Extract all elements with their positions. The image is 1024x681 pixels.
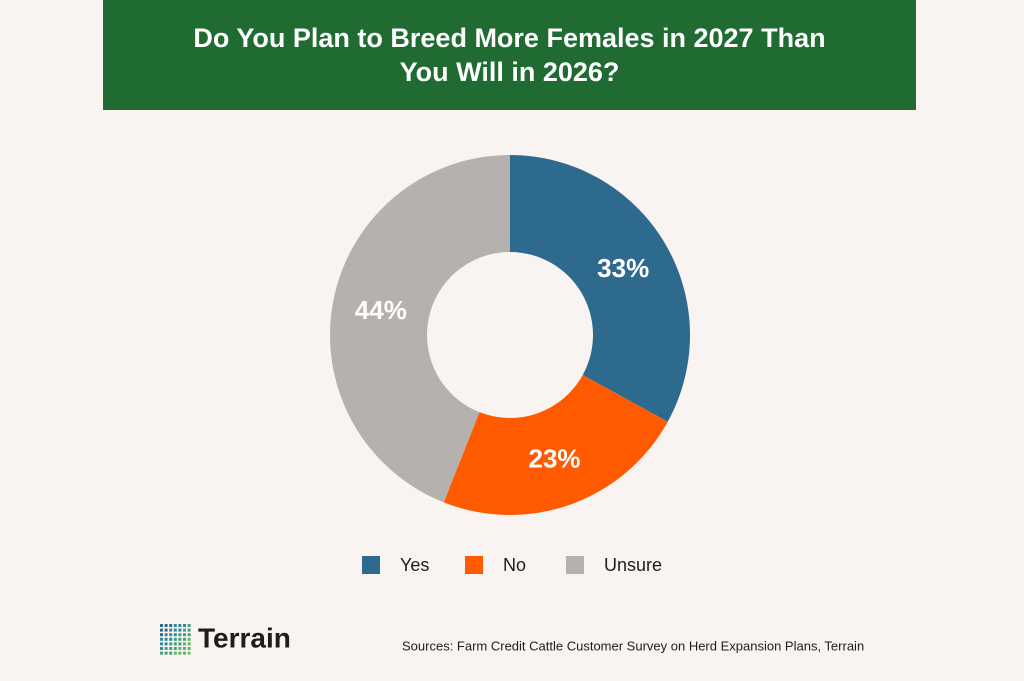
data-label: 44% — [355, 295, 407, 325]
logo-dot — [164, 624, 168, 627]
logo-dot — [160, 624, 163, 627]
logo-dot — [173, 642, 177, 646]
logo-dot — [178, 642, 182, 646]
logo-dot — [169, 624, 173, 627]
data-label: 23% — [529, 444, 581, 474]
legend-swatch — [465, 556, 483, 574]
logo-dot — [178, 637, 182, 641]
logo-dot — [183, 628, 186, 632]
logo-dot — [187, 647, 191, 650]
title-banner: Do You Plan to Breed More Females in 202… — [103, 0, 916, 110]
logo-dot — [187, 642, 191, 646]
logo-dot — [164, 651, 168, 655]
logo-dot — [164, 633, 168, 637]
logo-dot — [169, 642, 173, 646]
logo-dot — [178, 628, 182, 632]
logo-dot — [173, 647, 177, 650]
logo-dot — [183, 633, 186, 637]
logo-dot — [160, 628, 163, 632]
logo-dot — [160, 647, 163, 650]
logo-dot — [178, 647, 182, 650]
logo-dot — [164, 628, 168, 632]
logo-dot — [169, 637, 173, 641]
logo-dot — [187, 624, 191, 627]
logo-dot — [183, 642, 186, 646]
donut-slice — [510, 155, 691, 422]
legend-swatch — [362, 556, 380, 574]
data-label: 33% — [597, 253, 649, 283]
logo-dot — [183, 637, 186, 641]
logo-dot — [173, 651, 177, 655]
donut-slice — [330, 155, 510, 503]
logo-dot — [173, 628, 177, 632]
logo-dot — [160, 637, 163, 641]
logo-dot — [173, 633, 177, 637]
logo-text: Terrain — [198, 622, 291, 653]
source-note: Sources: Farm Credit Cattle Customer Sur… — [402, 638, 864, 653]
logo-dot — [169, 651, 173, 655]
logo-dot — [169, 628, 173, 632]
logo-dot — [164, 647, 168, 650]
logo-dot — [173, 624, 177, 627]
logo-dot — [187, 628, 191, 632]
logo-dot — [178, 633, 182, 637]
logo-dot — [160, 633, 163, 637]
legend-label: Unsure — [604, 555, 662, 575]
logo-dot — [178, 624, 182, 627]
logo-dot — [160, 642, 163, 646]
legend-label: No — [503, 555, 526, 575]
legend-swatch — [566, 556, 584, 574]
logo-dot — [164, 637, 168, 641]
logo-dot — [183, 651, 186, 655]
logo-dot — [160, 651, 163, 655]
logo-dot — [164, 642, 168, 646]
logo-dot — [178, 651, 182, 655]
logo-dot — [183, 624, 186, 627]
logo-dot — [187, 633, 191, 637]
chart-title: Do You Plan to Breed More Females in 202… — [193, 23, 826, 87]
logo-dot — [169, 647, 173, 650]
logo-dot — [183, 647, 186, 650]
donut-slice — [443, 374, 668, 516]
logo-dot — [169, 633, 173, 637]
legend-label: Yes — [400, 555, 429, 575]
logo-dot — [187, 651, 191, 655]
logo-dot — [187, 637, 191, 641]
logo-dot — [173, 637, 177, 641]
